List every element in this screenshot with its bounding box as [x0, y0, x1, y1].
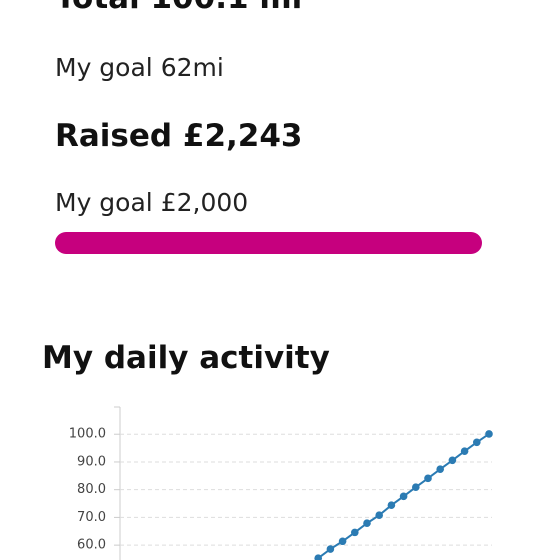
data-point: [412, 483, 420, 491]
data-point: [314, 554, 322, 560]
data-point: [351, 528, 359, 537]
total-distance: Total 100.1 mi: [55, 0, 302, 16]
data-point: [375, 511, 384, 519]
chart-title: My daily activity: [42, 340, 330, 376]
data-point: [448, 456, 457, 465]
data-point: [460, 447, 469, 455]
data-point: [485, 430, 493, 438]
data-point: [338, 537, 347, 546]
data-point: [436, 465, 445, 473]
data-point: [399, 492, 408, 501]
data-point: [424, 474, 432, 483]
data-point: [387, 501, 396, 510]
y-tick-label: 100.0: [69, 427, 106, 442]
y-tick-label: 90.0: [77, 454, 106, 469]
raised-amount: Raised £2,243: [55, 118, 303, 154]
y-tick-label: 70.0: [77, 510, 106, 525]
y-tick-label: 60.0: [77, 538, 106, 553]
progress-bar: [55, 232, 482, 254]
distance-goal: My goal 62mi: [55, 53, 224, 82]
data-point: [326, 545, 335, 553]
data-point: [363, 519, 371, 528]
data-point: [473, 438, 481, 447]
y-tick-label: 80.0: [77, 482, 106, 497]
money-goal: My goal £2,000: [55, 188, 248, 217]
